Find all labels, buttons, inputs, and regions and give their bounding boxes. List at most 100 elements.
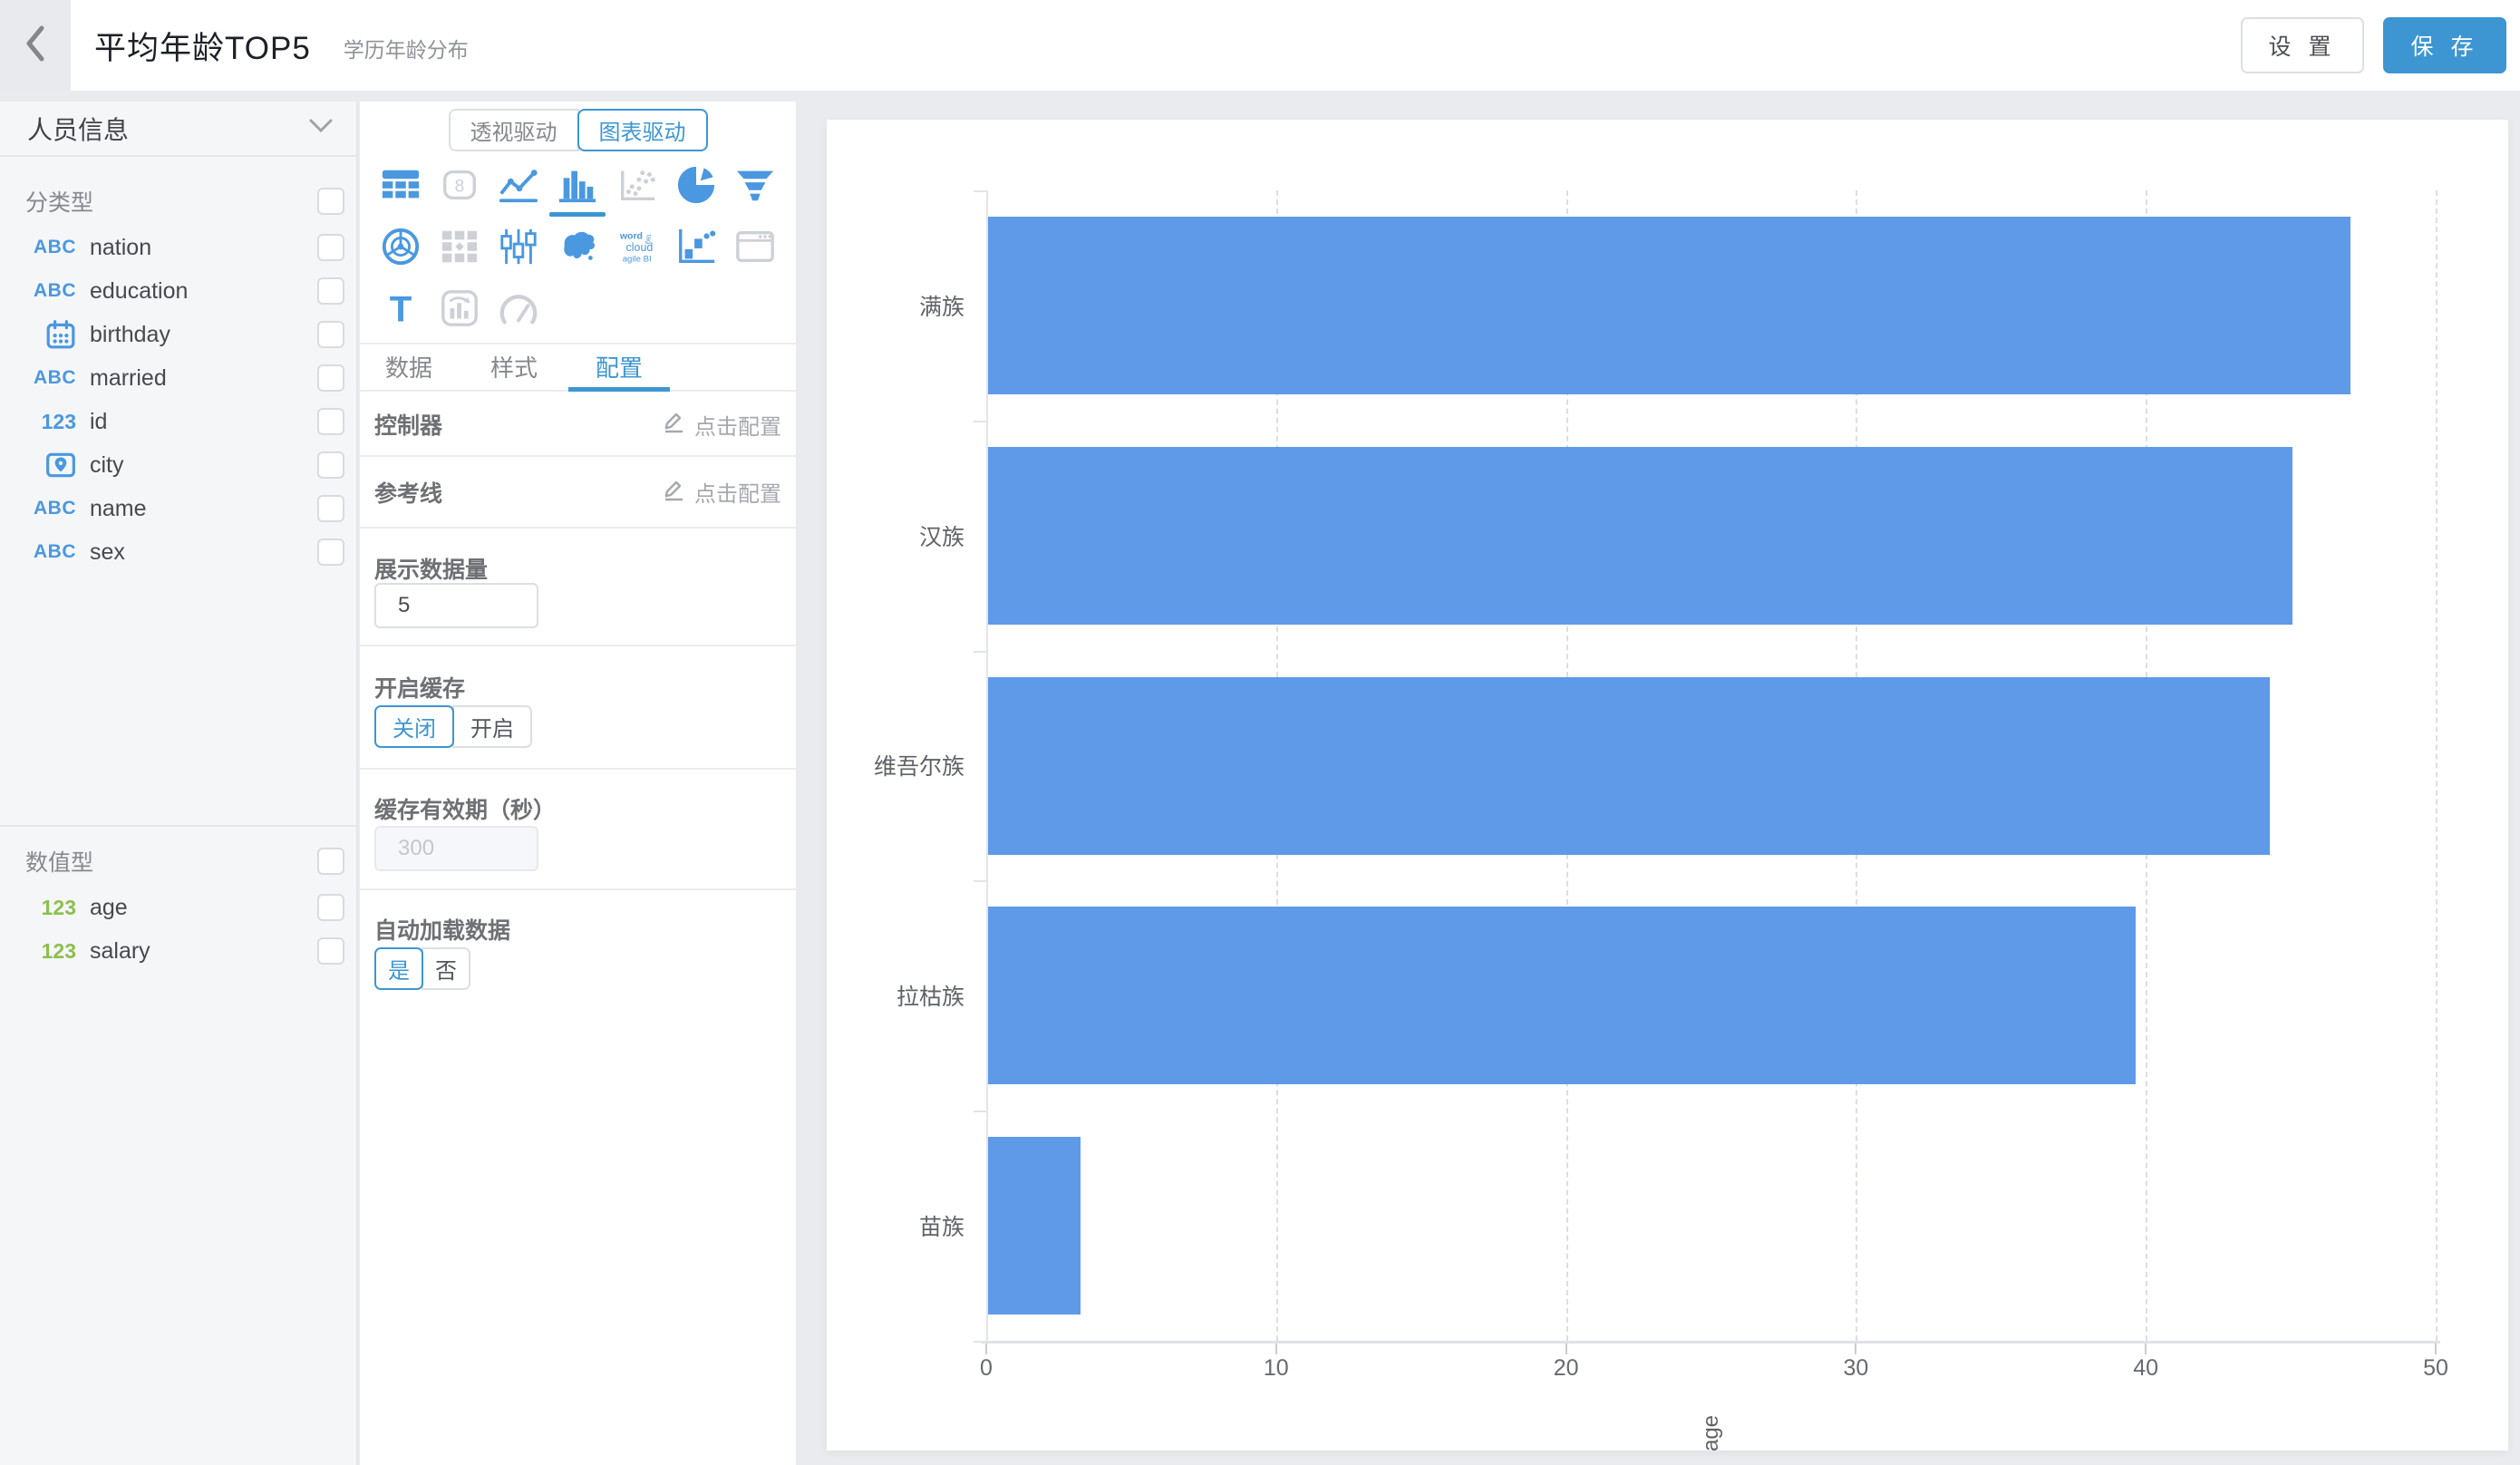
controller-row: 控制器 点击配置 <box>360 393 796 457</box>
autoSeg-option-1[interactable]: 否 <box>422 947 470 990</box>
bar[interactable] <box>988 446 2293 625</box>
field-name[interactable]: ABC name <box>0 487 356 530</box>
dataset-select[interactable]: 人员信息 <box>0 102 356 157</box>
field-id[interactable]: 123 id <box>0 400 356 443</box>
field-checkbox[interactable] <box>317 234 344 261</box>
category-label: 维吾尔族 <box>873 754 964 781</box>
svg-text:agile BI: agile BI <box>622 254 651 264</box>
field-salary[interactable]: 123 salary <box>0 929 356 973</box>
bar[interactable] <box>988 216 2351 394</box>
settings-button[interactable]: 设 置 <box>2241 17 2364 73</box>
section-divider <box>0 825 356 827</box>
field-nation[interactable]: ABC nation <box>0 226 356 269</box>
display-count-label: 展示数据量 <box>374 558 489 583</box>
tab-1[interactable]: 样式 <box>490 354 538 382</box>
location-field-icon <box>25 450 76 480</box>
field-checkbox[interactable] <box>317 451 344 479</box>
svg-text:8: 8 <box>455 178 465 197</box>
reference-line-configure-link[interactable]: 点击配置 <box>662 476 781 508</box>
y-axis-tick <box>974 1111 986 1113</box>
display-count-input[interactable] <box>374 583 538 628</box>
cache-ttl-input[interactable] <box>374 826 538 871</box>
cache-toggle-block: 开启缓存 关闭 开启 <box>360 646 796 770</box>
field-sex[interactable]: ABC sex <box>0 530 356 574</box>
chart-type-number-card-icon[interactable]: 8 <box>436 161 483 209</box>
field-checkbox[interactable] <box>317 495 344 522</box>
abc-field-icon: ABC <box>34 498 76 519</box>
chart-type-funnel-icon[interactable] <box>732 161 779 209</box>
chart-type-table-icon[interactable] <box>377 161 424 209</box>
section-checkbox[interactable] <box>317 848 344 875</box>
autoSeg-option-0[interactable]: 是 <box>374 947 423 990</box>
chart-type-scatter-icon[interactable] <box>614 161 661 209</box>
section-title: 分类型 <box>25 190 94 216</box>
field-education[interactable]: ABC education <box>0 269 356 313</box>
field-checkbox[interactable] <box>317 321 344 348</box>
x-axis-tick <box>1565 1344 1567 1354</box>
back-button[interactable] <box>0 0 71 91</box>
cache-label: 开启缓存 <box>374 676 466 702</box>
gridline <box>2436 190 2438 1341</box>
field-married[interactable]: ABC married <box>0 356 356 400</box>
chevron-down-icon <box>309 119 333 138</box>
chart-type-radar-icon[interactable] <box>377 223 424 270</box>
field-checkbox[interactable] <box>317 894 344 921</box>
mode-option-0[interactable]: 透视驱动 <box>448 109 579 151</box>
cache-ttl-label: 缓存有效期（秒） <box>374 798 557 823</box>
controller-configure-link[interactable]: 点击配置 <box>662 409 781 441</box>
chart-type-web-frame-icon[interactable] <box>732 223 779 270</box>
chart-type-gauge-icon[interactable] <box>495 285 542 332</box>
chart-type-candlestick-icon[interactable] <box>495 223 542 270</box>
chart-type-pie-chart-icon[interactable] <box>673 161 720 209</box>
field-checkbox[interactable] <box>317 277 344 305</box>
cacheSeg-option-1[interactable]: 开启 <box>452 705 532 748</box>
field-label: salary <box>90 937 150 964</box>
y-axis-tick <box>974 880 986 883</box>
tab-2[interactable]: 配置 <box>568 344 671 392</box>
chart-type-china-map-icon[interactable] <box>554 223 601 270</box>
chart-type-bar-chart-icon[interactable] <box>549 161 606 217</box>
bar[interactable] <box>988 1137 1081 1315</box>
field-age[interactable]: 123 age <box>0 886 356 929</box>
field-label: sex <box>90 538 125 565</box>
bar[interactable] <box>988 907 2137 1085</box>
autoload-block: 自动加载数据 是否 <box>360 890 796 1017</box>
x-tick-label: 40 <box>2133 1355 2159 1381</box>
svg-text:T: T <box>389 288 412 329</box>
field-city[interactable]: city <box>0 443 356 487</box>
field-checkbox[interactable] <box>317 364 344 392</box>
tab-0[interactable]: 数据 <box>385 354 433 382</box>
numeric-fields-section: 数值型 123 age 123 salary <box>0 819 356 973</box>
x-axis-tick <box>1275 1344 1277 1354</box>
edit-pencil-icon <box>662 409 686 440</box>
x-axis-tick <box>985 1344 987 1354</box>
calendar-field-icon <box>25 319 76 350</box>
category-label: 拉枯族 <box>896 985 964 1011</box>
x-axis-tick <box>2145 1344 2147 1354</box>
cacheSeg-option-0[interactable]: 关闭 <box>374 705 454 748</box>
field-label: married <box>90 364 167 391</box>
chart-type-waterfall-icon[interactable] <box>673 223 720 270</box>
chart-type-crosstab-icon[interactable] <box>436 223 483 270</box>
dataset-sidebar: 人员信息 分类型 ABC nation ABC education birthday ABC… <box>0 102 358 1465</box>
cache-segmented-control: 关闭 开启 <box>374 705 532 748</box>
chart-type-line-chart-icon[interactable] <box>495 161 542 209</box>
svg-text:tag: tag <box>645 235 653 245</box>
mode-option-1[interactable]: 图表驱动 <box>577 109 708 151</box>
field-label: nation <box>90 234 152 260</box>
field-checkbox[interactable] <box>317 538 344 566</box>
x-axis-title: age <box>1698 1414 1723 1450</box>
section-checkbox[interactable] <box>317 188 344 215</box>
chart-type-text-card-icon[interactable]: T <box>377 285 424 332</box>
category-label: 汉族 <box>918 524 964 550</box>
bar[interactable] <box>988 676 2270 855</box>
chart-type-word-cloud-icon[interactable]: word tag cloud agile BI <box>614 223 661 270</box>
field-checkbox[interactable] <box>317 408 344 435</box>
abc-field-icon: ABC <box>34 541 76 562</box>
field-checkbox[interactable] <box>317 937 344 965</box>
field-birthday[interactable]: birthday <box>0 313 356 356</box>
edit-pencil-icon <box>662 477 686 508</box>
chart-type-combo-chart-icon[interactable] <box>436 285 483 332</box>
chart-preview-canvas: 满族 汉族 维吾尔族 拉枯族 苗族 0 10 20 30 40 50 age <box>827 120 2508 1450</box>
save-button[interactable]: 保 存 <box>2383 17 2506 73</box>
